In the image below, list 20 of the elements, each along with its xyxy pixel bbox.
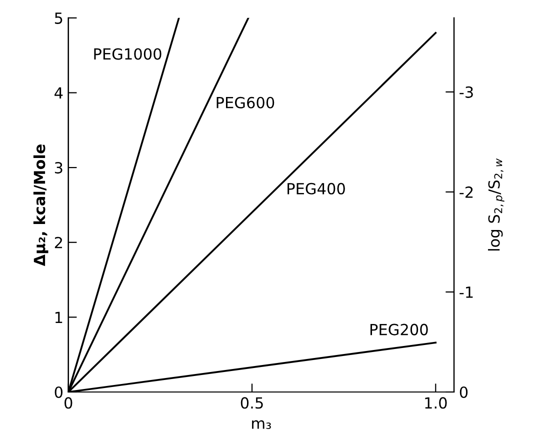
y-tick-label: 3	[54, 162, 62, 174]
y2-axis-title: log S$_{2,p}$/S$_{2,w}$	[488, 158, 504, 250]
series-label: PEG200	[370, 324, 428, 336]
y-tick-label: 5	[54, 12, 62, 24]
x-axis-title: m₃	[252, 420, 271, 429]
y2-tick-label: 0	[460, 386, 468, 398]
x-tick-label: 1.0	[425, 397, 447, 409]
y-tick-label: 0	[54, 386, 62, 398]
y-tick-label: 4	[54, 87, 63, 99]
series-label: PEG600	[216, 96, 274, 108]
series-label: PEG400	[288, 182, 345, 194]
y-axis-title: Δμ₂, kcal/Mole	[33, 144, 48, 266]
y-tick-label: 1	[55, 312, 62, 323]
y2-tick-label: -2	[460, 186, 473, 198]
y2-tick-label: -1	[460, 286, 473, 298]
y-tick-label: 2	[54, 236, 62, 248]
x-tick-label: 0.5	[240, 397, 263, 409]
y2-tick-label: -3	[460, 86, 473, 98]
x-tick-label: 0	[64, 397, 72, 409]
series-label: PEG1000	[94, 48, 162, 60]
